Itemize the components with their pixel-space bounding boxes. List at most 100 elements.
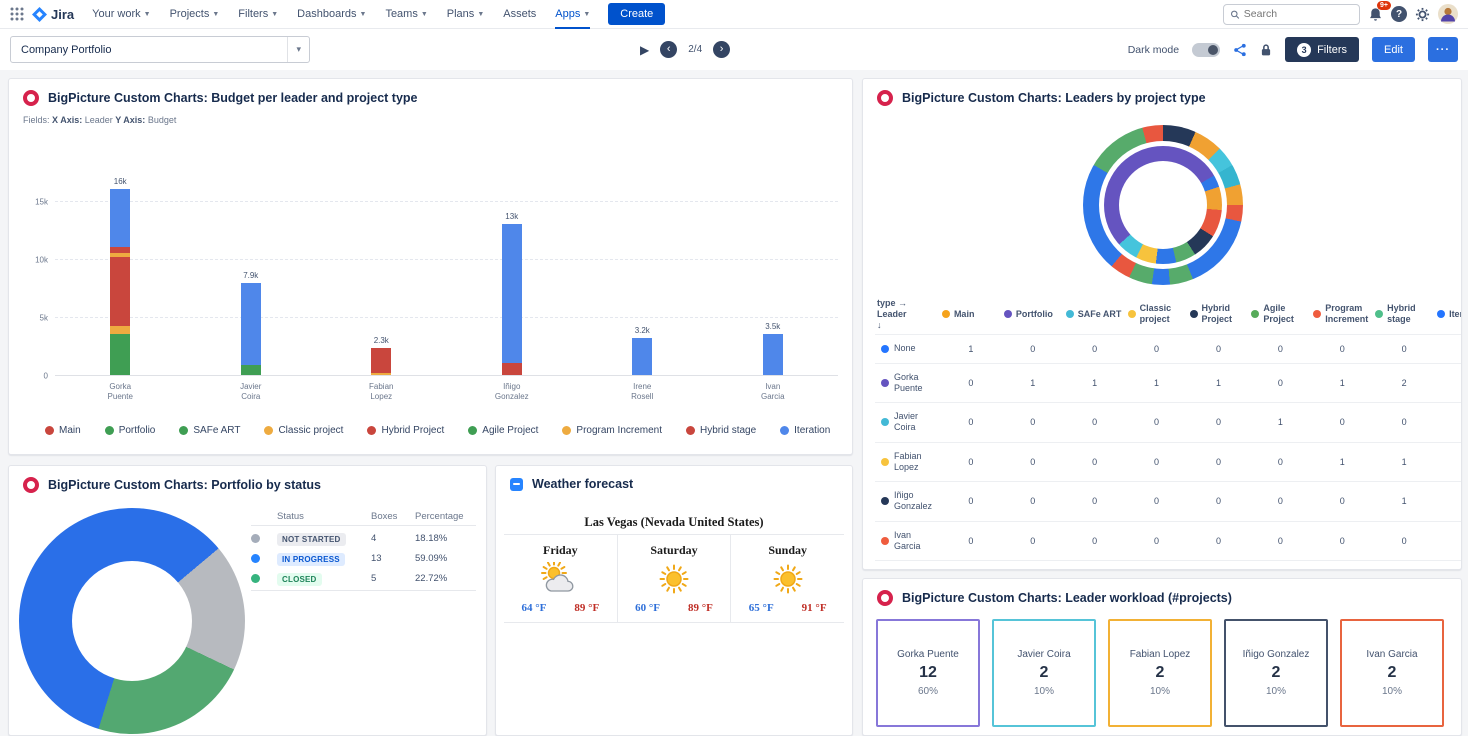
legend-dot (686, 426, 696, 435)
workload-card-count: 12 (919, 664, 937, 681)
legend-label: Agile Project (482, 425, 539, 436)
notifications-icon[interactable]: 9+ (1368, 0, 1391, 22)
workload-card-javier-coira[interactable]: Javier Coira 2 10% (992, 619, 1096, 727)
workload-card-i-igo-gonzalez[interactable]: Iñigo Gonzalez 2 10% (1224, 619, 1328, 727)
dashboard-select[interactable]: Company Portfolio ▾ (10, 36, 310, 63)
budget-legend: Main Portfolio SAFe ART Classic project Hybr… (45, 425, 844, 436)
legend-item-agile-project[interactable]: Agile Project (468, 425, 538, 436)
leaders-table-row-gorka-puente: Gorka Puente 0 1 1 1 1 0 1 2 (875, 363, 1461, 403)
nav-item-label: Projects (169, 8, 210, 20)
leaders-table-value-cell: 1 (1401, 496, 1407, 507)
nav-item-projects[interactable]: Projects ▼ (170, 0, 220, 29)
bar-total-label: 7.9k (243, 271, 259, 281)
workload-card-percentage: 60% (917, 686, 938, 697)
leaders-table-value-cell: 0 (1277, 377, 1283, 388)
legend-item-main[interactable]: Main (45, 425, 81, 436)
workload-panel-header: BigPicture Custom Charts: Leader workloa… (863, 579, 1461, 606)
lock-icon[interactable] (1260, 43, 1272, 57)
workload-card-gorka-puente[interactable]: Gorka Puente 12 60% (876, 619, 980, 727)
nav-item-assets[interactable]: Assets (503, 0, 536, 29)
nav-item-dashboards[interactable]: Dashboards ▼ (297, 0, 366, 29)
leaders-table-value-cell: 0 (1401, 417, 1407, 428)
status-badge: NOT STARTED (277, 533, 346, 546)
legend-label: Iteration (794, 425, 831, 436)
nav-item-filters[interactable]: Filters ▼ (238, 0, 278, 29)
legend-item-iteration[interactable]: Iteration (780, 425, 830, 436)
settings-icon[interactable] (1415, 7, 1430, 22)
prev-page-button[interactable]: ‹ (660, 41, 678, 58)
nav-item-your-work[interactable]: Your work ▼ (92, 0, 150, 29)
nav-item-plans[interactable]: Plans ▼ (447, 0, 484, 29)
more-button[interactable]: ··· (1428, 37, 1458, 62)
app-name: Jira (51, 6, 75, 22)
bar-total-label: 3.2k (634, 325, 650, 335)
portfolio-dot-icon (1003, 310, 1012, 319)
workload-card-fabian-lopez[interactable]: Fabian Lopez 2 10% (1108, 619, 1212, 727)
edit-button[interactable]: Edit (1372, 37, 1415, 62)
weather-day-saturday: Saturday 60 °F 89 °F (616, 535, 731, 622)
weather-icon-wrap (618, 559, 731, 599)
chevron-down-icon: ▼ (420, 10, 428, 18)
legend-item-hybrid-project[interactable]: Hybrid Project (367, 425, 444, 436)
y-axis-tick-0: 0 (43, 371, 48, 381)
y-axis-tick-10k: 10k (35, 255, 48, 265)
budget-panel-title: BigPicture Custom Charts: Budget per lea… (48, 91, 418, 105)
gridline-0 (55, 375, 838, 376)
nav-item-apps[interactable]: Apps ▼ (555, 0, 590, 29)
low-temp: 65 °F (748, 602, 774, 614)
create-button[interactable]: Create (608, 3, 666, 25)
jira-logo[interactable]: Jira (32, 6, 75, 22)
search-box[interactable] (1223, 3, 1360, 25)
workload-card-ivan-garcia[interactable]: Ivan Garcia 2 10% (1340, 619, 1444, 727)
weather-location: Las Vegas (Nevada United States) (584, 515, 764, 529)
dark-mode-toggle[interactable] (1192, 42, 1221, 57)
profile-avatar[interactable] (1438, 4, 1458, 24)
next-page-button[interactable]: › (713, 41, 731, 58)
bar-ivan-garcia: 3.5k (762, 322, 783, 375)
share-icon[interactable] (1233, 43, 1247, 57)
dashboard-toolbar: Company Portfolio ▾ ▶ ‹ 2/4 › Dark mode … (0, 29, 1468, 70)
chevron-down-icon: ▼ (359, 10, 367, 18)
leaders-donut-hole (1119, 161, 1207, 249)
leaders-table-value-cell: 0 (1154, 535, 1160, 546)
filters-button[interactable]: 3 Filters (1285, 37, 1360, 62)
portfolio-donut-hole (72, 561, 192, 681)
help-icon[interactable]: ? (1391, 6, 1407, 22)
leaders-table-head: type → Leader ↓ Main Portfolio SAFe ART Classi… (875, 294, 1461, 335)
chevron-down-icon: ▼ (143, 10, 151, 18)
leaders-table-value-cell: 0 (1092, 417, 1098, 428)
legend-item-program-increment[interactable]: Program Increment (562, 425, 662, 436)
budget-fields-line: Fields: X Axis: Leader Y Axis: Budget (23, 115, 177, 125)
leader-name: Gorka Puente (894, 371, 923, 393)
leaders-table: type → Leader ↓ Main Portfolio SAFe ART Classi… (875, 294, 1461, 562)
legend-dot (264, 426, 274, 435)
legend-item-hybrid-stage[interactable]: Hybrid stage (686, 425, 756, 436)
leaders-table-column-safe-art: SAFe ART (1064, 294, 1126, 335)
leaders-table-header-row: type → Leader ↓ Main Portfolio SAFe ART Classi… (875, 294, 1461, 335)
leaders-table-value-cell: 0 (1092, 456, 1098, 467)
column-label: Program Increment (1325, 303, 1369, 325)
leaders-table-corner-cell: type → Leader ↓ (877, 298, 908, 330)
leaders-panel-title: BigPicture Custom Charts: Leaders by pro… (902, 91, 1206, 105)
status-table-header-boxes: Boxes (371, 511, 398, 522)
nav-item-label: Assets (503, 8, 537, 20)
leaders-table-value-cell (1435, 521, 1461, 561)
leaders-table-value-cell: 0 (1215, 535, 1221, 546)
legend-item-classic-project[interactable]: Classic project (264, 425, 343, 436)
app-switcher-icon[interactable] (10, 7, 24, 21)
top-nav: Jira Your work ▼ Projects ▼ Filters ▼ Dashboar… (0, 0, 1468, 29)
status-badge: IN PROGRESS (277, 553, 345, 566)
nav-item-teams[interactable]: Teams ▼ (385, 0, 427, 29)
leaders-table-row-fabian-lopez: Fabian Lopez 0 0 0 0 0 0 1 1 (875, 442, 1461, 482)
play-icon[interactable]: ▶ (640, 42, 650, 57)
workload-card-name: Fabian Lopez (1129, 649, 1191, 660)
legend-item-safe-art[interactable]: SAFe ART (179, 425, 240, 436)
nav-item-label: Plans (446, 8, 475, 20)
workload-card-count: 2 (1155, 664, 1165, 681)
legend-item-portfolio[interactable]: Portfolio (104, 425, 155, 436)
leaders-table-value-cell: 0 (1030, 456, 1036, 467)
search-input[interactable] (1243, 8, 1353, 20)
chevron-down-icon: ▼ (583, 10, 591, 18)
toolbar-right: Dark mode 3 Filters Edit ··· (1128, 37, 1458, 62)
sun-icon (773, 564, 803, 594)
